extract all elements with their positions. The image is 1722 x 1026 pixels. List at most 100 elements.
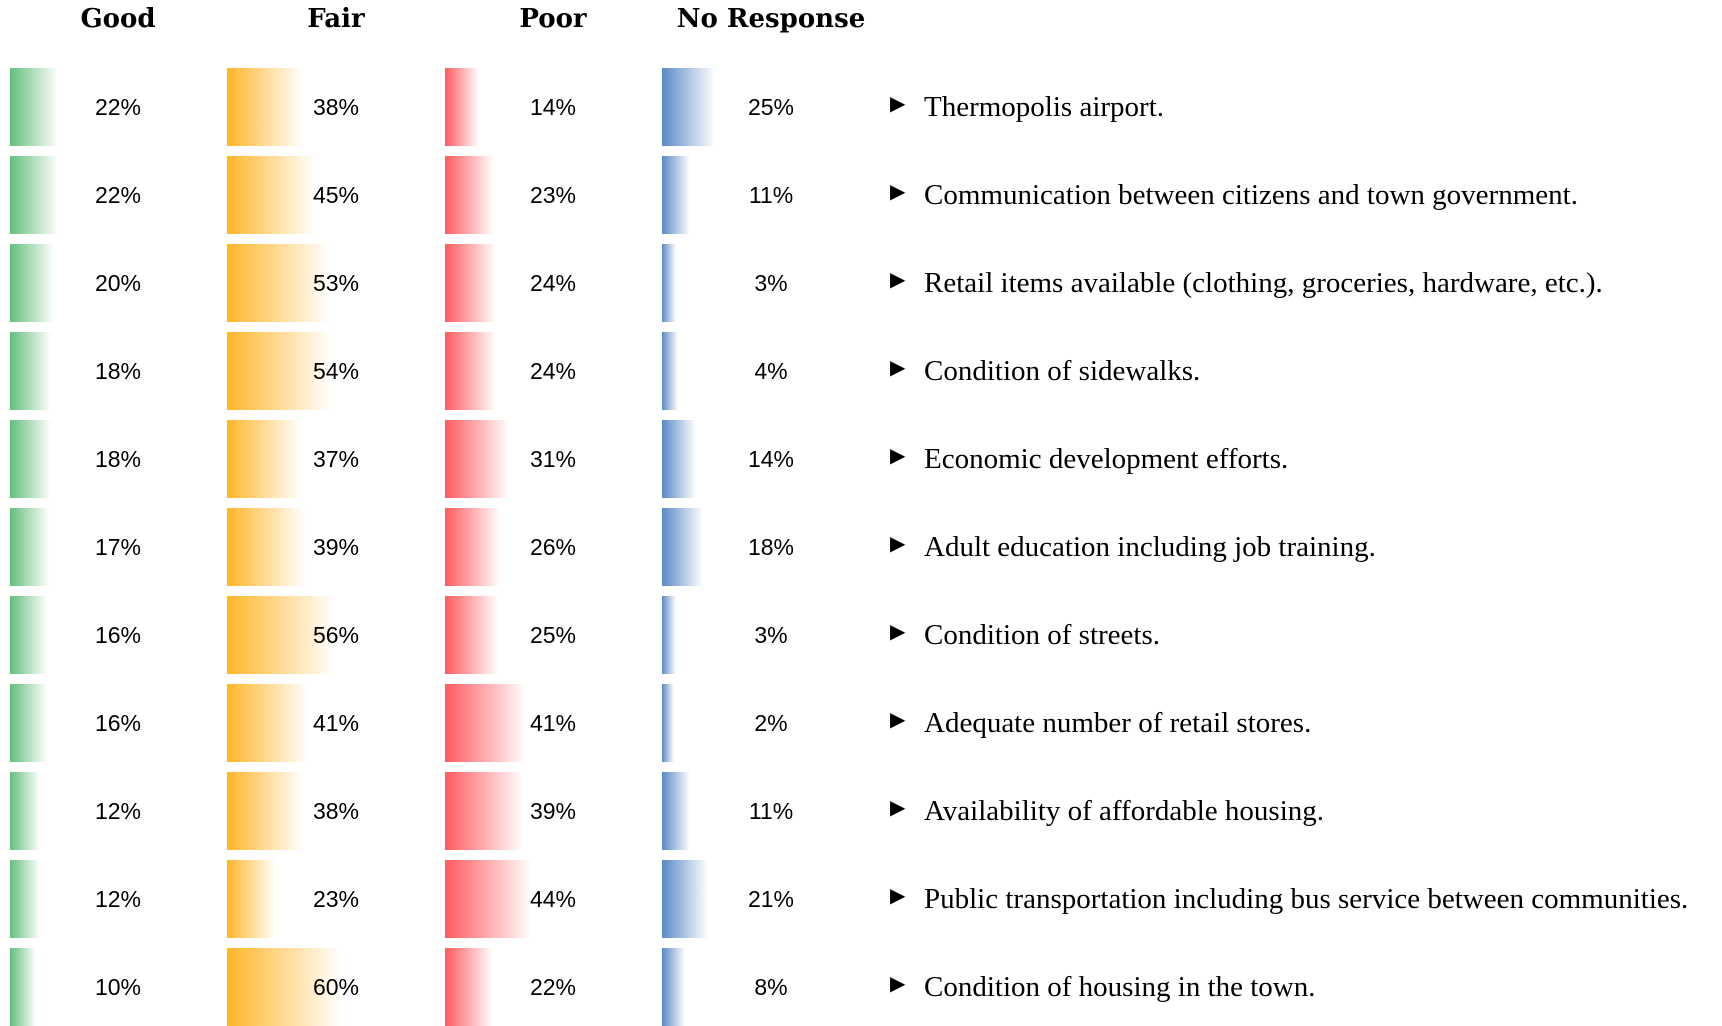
data-bar	[10, 948, 37, 1026]
data-bar	[445, 420, 509, 498]
item-row: ▶ Condition of streets.	[890, 615, 1710, 655]
data-bar	[662, 68, 715, 146]
value-label: 8%	[754, 974, 788, 1000]
value-label: 18%	[94, 446, 142, 472]
bullet: ▶	[890, 357, 906, 379]
item-label: Communication between citizens and town …	[924, 179, 1578, 211]
value-label: 14%	[747, 446, 795, 472]
value-label: 37%	[312, 446, 360, 472]
item-row: ▶ Condition of housing in the town.	[890, 967, 1710, 1007]
bullet: ▶	[890, 973, 906, 995]
item-label: Condition of sidewalks.	[924, 355, 1201, 387]
data-bar	[445, 684, 527, 762]
data-bar	[10, 244, 55, 322]
data-bar	[445, 948, 493, 1026]
data-bar	[662, 948, 685, 1026]
data-bar	[227, 332, 332, 410]
data-bar	[227, 948, 342, 1026]
value-label: 39%	[529, 798, 577, 824]
item-row: ▶ Condition of sidewalks.	[890, 351, 1710, 391]
data-bar	[10, 508, 49, 586]
value-label: 38%	[312, 94, 360, 120]
data-bar	[662, 420, 696, 498]
value-label: 3%	[754, 270, 788, 296]
value-label: 39%	[312, 534, 360, 560]
data-bar	[10, 772, 41, 850]
column-header: Fair	[307, 4, 365, 34]
value-label: 12%	[94, 798, 142, 824]
item-label: Condition of housing in the town.	[924, 971, 1316, 1003]
data-bar	[445, 156, 495, 234]
value-label: 26%	[529, 534, 577, 560]
item-row: ▶ Adult education including job training.	[890, 527, 1710, 567]
data-bar	[227, 68, 303, 146]
item-label: Thermopolis airport.	[924, 91, 1165, 123]
data-bar	[10, 156, 58, 234]
data-bar	[662, 508, 703, 586]
value-label: 11%	[748, 798, 794, 824]
value-label: 21%	[747, 886, 795, 912]
bullet: ▶	[890, 797, 906, 819]
bullet: ▶	[890, 885, 906, 907]
bullet: ▶	[890, 269, 906, 291]
value-label: 44%	[529, 886, 577, 912]
item-label: Availability of affordable housing.	[924, 795, 1324, 827]
item-label: Economic development efforts.	[924, 443, 1289, 475]
bullet: ▶	[890, 445, 906, 467]
data-bar	[10, 860, 41, 938]
item-row: ▶ Availability of affordable housing.	[890, 791, 1710, 831]
value-label: 16%	[94, 622, 142, 648]
data-bar	[227, 420, 302, 498]
item-row: ▶ Public transportation including bus ser…	[890, 879, 1710, 919]
value-label: 53%	[312, 270, 360, 296]
value-label: 2%	[754, 710, 788, 736]
data-bar	[445, 772, 523, 850]
value-label: 12%	[94, 886, 142, 912]
value-label: 10%	[94, 974, 142, 1000]
data-bar	[10, 332, 51, 410]
item-row: ▶ Retail items available (clothing, groce…	[890, 263, 1710, 303]
bullet: ▶	[890, 93, 906, 115]
value-label: 25%	[529, 622, 577, 648]
value-label: 17%	[94, 534, 142, 560]
item-label: Retail items available (clothing, grocer…	[924, 267, 1603, 299]
value-label: 24%	[529, 358, 577, 384]
value-label: 38%	[312, 798, 360, 824]
bullet: ▶	[890, 181, 906, 203]
item-row: ▶ Thermopolis airport.	[890, 87, 1710, 127]
item-label: Adequate number of retail stores.	[924, 707, 1312, 739]
item-row: ▶ Communication between citizens and town…	[890, 175, 1710, 215]
value-label: 22%	[529, 974, 577, 1000]
value-label: 45%	[312, 182, 360, 208]
data-bar	[227, 156, 316, 234]
data-bar	[10, 420, 51, 498]
data-bar	[445, 596, 498, 674]
data-bar	[662, 332, 678, 410]
column-header: Poor	[519, 4, 587, 34]
item-row: ▶ Adequate number of retail stores.	[890, 703, 1710, 743]
bullet: ▶	[890, 709, 906, 731]
data-bar	[662, 684, 675, 762]
value-label: 23%	[529, 182, 577, 208]
value-label: 18%	[747, 534, 795, 560]
value-label: 11%	[748, 182, 794, 208]
value-label: 4%	[754, 358, 788, 384]
data-bar	[445, 68, 479, 146]
data-bar	[662, 860, 708, 938]
value-label: 3%	[754, 622, 788, 648]
data-bar	[445, 508, 500, 586]
data-bar	[227, 684, 309, 762]
data-bar	[662, 772, 691, 850]
item-label: Public transportation including bus serv…	[924, 883, 1689, 915]
data-bar	[10, 684, 48, 762]
data-bar	[227, 772, 303, 850]
value-label: 31%	[529, 446, 577, 472]
column-header: Good	[80, 4, 156, 34]
value-label: 22%	[94, 94, 142, 120]
data-bar	[445, 244, 497, 322]
data-bar	[662, 156, 691, 234]
item-label: Adult education including job training.	[924, 531, 1376, 563]
value-label: 23%	[312, 886, 360, 912]
data-bar	[445, 332, 497, 410]
